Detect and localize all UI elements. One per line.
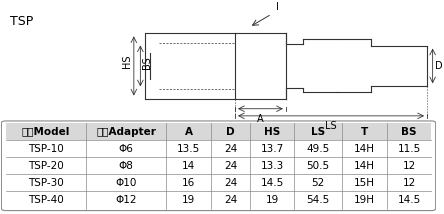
Text: 13.7: 13.7 <box>261 144 284 154</box>
Text: Φ6: Φ6 <box>119 144 134 154</box>
Text: 24: 24 <box>224 144 237 154</box>
Text: 14: 14 <box>182 161 195 171</box>
Text: LS: LS <box>311 126 325 137</box>
FancyBboxPatch shape <box>1 121 436 211</box>
Text: 14.5: 14.5 <box>261 178 284 188</box>
Text: 19H: 19H <box>354 195 375 205</box>
Text: TSP-20: TSP-20 <box>28 161 64 171</box>
Text: 50.5: 50.5 <box>307 161 330 171</box>
Text: 14H: 14H <box>354 144 375 154</box>
Bar <box>342 123 387 140</box>
Bar <box>294 123 342 140</box>
Text: BS: BS <box>401 126 417 137</box>
Text: 24: 24 <box>224 178 237 188</box>
Text: HS: HS <box>122 54 132 68</box>
Text: HS: HS <box>264 126 280 137</box>
Bar <box>250 123 294 140</box>
Text: Φ10: Φ10 <box>115 178 137 188</box>
Text: 13.3: 13.3 <box>261 161 284 171</box>
Text: 12: 12 <box>402 178 416 188</box>
Text: TSP-10: TSP-10 <box>28 144 64 154</box>
Text: A: A <box>257 114 264 124</box>
Text: Φ8: Φ8 <box>119 161 134 171</box>
Text: TSP-30: TSP-30 <box>28 178 64 188</box>
Text: 配管Adapter: 配管Adapter <box>96 126 156 137</box>
Bar <box>387 123 431 140</box>
Text: 11.5: 11.5 <box>397 144 420 154</box>
Text: 19: 19 <box>266 195 279 205</box>
Text: 14H: 14H <box>354 161 375 171</box>
Bar <box>166 123 211 140</box>
Text: 24: 24 <box>224 161 237 171</box>
Text: 19: 19 <box>182 195 195 205</box>
Text: 54.5: 54.5 <box>307 195 330 205</box>
Text: TSP: TSP <box>10 15 33 28</box>
Text: D: D <box>226 126 235 137</box>
Text: I: I <box>276 2 279 12</box>
Text: 13.5: 13.5 <box>177 144 200 154</box>
Text: 16: 16 <box>182 178 195 188</box>
Text: 52: 52 <box>312 178 325 188</box>
Bar <box>211 123 250 140</box>
Text: A: A <box>185 126 193 137</box>
Text: D: D <box>435 61 442 71</box>
Text: BS: BS <box>142 56 152 69</box>
Text: 型号Model: 型号Model <box>22 126 70 137</box>
Text: T: T <box>361 126 368 137</box>
Bar <box>86 123 166 140</box>
Text: TSP-40: TSP-40 <box>28 195 64 205</box>
Text: 24: 24 <box>224 195 237 205</box>
Text: 14.5: 14.5 <box>397 195 420 205</box>
Bar <box>6 123 86 140</box>
Text: Φ12: Φ12 <box>115 195 137 205</box>
Text: LS: LS <box>325 121 337 131</box>
Text: 15H: 15H <box>354 178 375 188</box>
Text: 12: 12 <box>402 161 416 171</box>
Text: 49.5: 49.5 <box>307 144 330 154</box>
